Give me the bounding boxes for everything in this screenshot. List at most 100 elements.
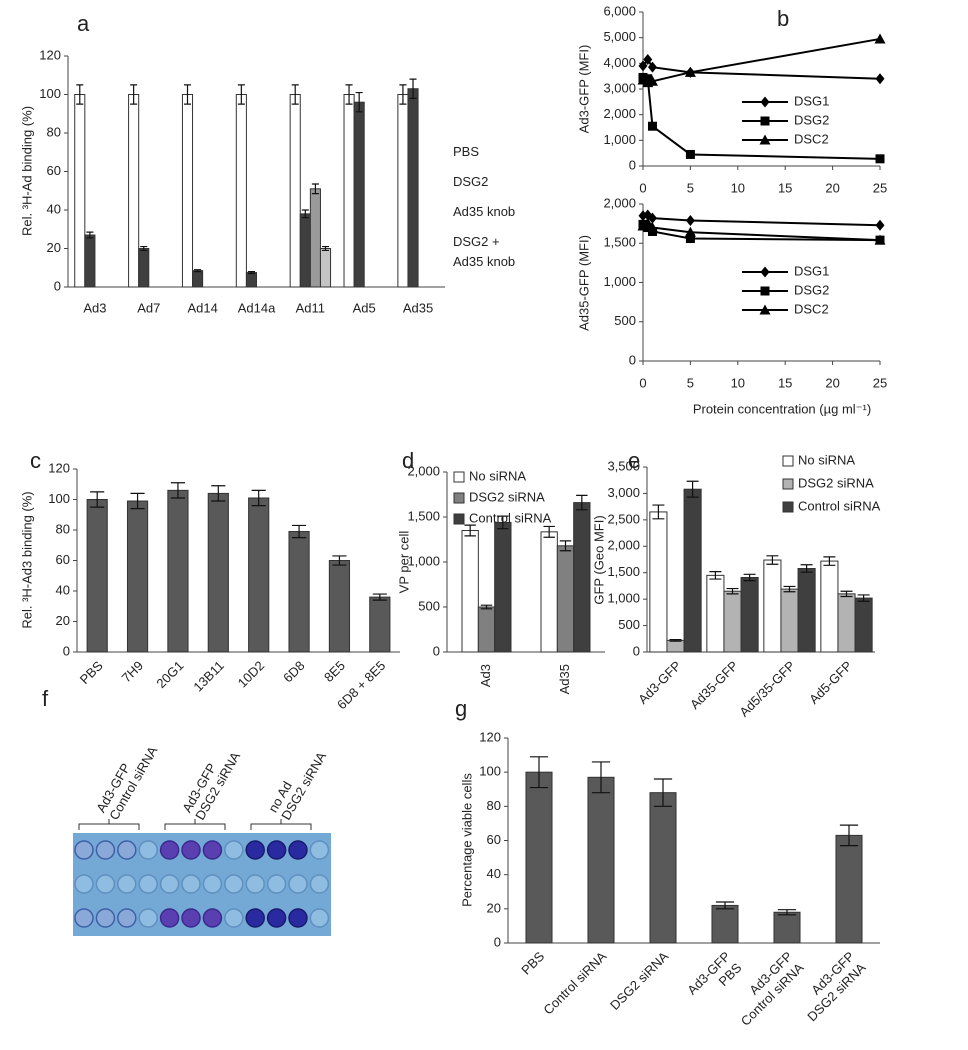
marker (760, 116, 770, 126)
well (138, 840, 158, 860)
x-tick-label: Ad3-GFPControl siRNA (727, 949, 807, 1029)
legend-label: No siRNA (798, 452, 855, 467)
error-bar (686, 480, 699, 498)
x-tick-label: Ad3-GFPPBS (685, 949, 745, 1009)
bar (248, 497, 270, 653)
x-tick-label: 20 (825, 375, 839, 390)
error-bar (194, 269, 202, 273)
error-bar (372, 593, 387, 601)
error-bar (559, 540, 572, 552)
marker (875, 154, 885, 164)
y-tick-label: 120 (48, 460, 70, 475)
x-tick-label: Ad14a (238, 300, 276, 315)
well (224, 840, 244, 860)
y-tick-label: 0 (629, 352, 636, 367)
x-tick-label: 6D8 (280, 658, 307, 685)
y-tick-label: 1,000 (407, 553, 440, 568)
y-tick-label: 80 (47, 124, 61, 139)
legend-label: DSC2 (794, 301, 829, 316)
y-tick-label: 3,500 (607, 458, 640, 473)
legend-swatch (782, 478, 794, 490)
error-bar (839, 824, 859, 847)
y-tick-label: 2,000 (603, 106, 636, 121)
y-tick-label: 1,500 (407, 508, 440, 523)
marker (684, 226, 696, 237)
error-bar (247, 271, 255, 275)
error-bar (345, 84, 353, 105)
x-tick-label: Ad3 (478, 664, 493, 687)
x-tick-label: Ad5-GFP (806, 658, 855, 707)
well (288, 840, 308, 860)
well (181, 874, 201, 894)
well (202, 908, 223, 928)
bar (319, 248, 332, 288)
bar (837, 593, 856, 653)
well (266, 874, 287, 894)
error-bar (301, 209, 309, 219)
y-tick-label: 3,000 (607, 485, 640, 500)
error-bar (409, 78, 417, 99)
bar (245, 272, 257, 288)
x-tick-label: PBS (519, 949, 548, 978)
marker (684, 66, 696, 77)
y-tick-label: 1,500 (603, 235, 636, 250)
error-bar (170, 482, 186, 499)
marker (647, 61, 657, 73)
bar (763, 559, 782, 653)
x-tick-label-line: PBS (519, 949, 548, 978)
bar (309, 188, 321, 288)
bar (235, 94, 247, 288)
well (309, 840, 330, 860)
x-tick-label: 10 (731, 375, 745, 390)
x-tick-label: Ad3-GFP (635, 658, 684, 707)
y-tick-label: 100 (39, 86, 61, 101)
x-tick-label: 25 (873, 375, 887, 390)
y-tick-label: 500 (614, 313, 636, 328)
error-bar (183, 84, 192, 105)
y-tick-label: 40 (56, 582, 70, 597)
error-bar (576, 494, 588, 511)
error-bar (311, 183, 319, 195)
bar (369, 596, 391, 653)
legend-label: DSC2 (794, 131, 829, 146)
well (245, 874, 265, 894)
bar (328, 560, 351, 653)
x-tick-label: 5 (687, 375, 694, 390)
error-bar (321, 245, 330, 252)
y-tick-label: 120 (479, 729, 501, 744)
legend-label: DSG1 (794, 93, 829, 108)
x-tick-label: 7H9 (119, 658, 146, 685)
y-tick-label: 0 (633, 643, 640, 658)
error-bar (800, 564, 813, 573)
error-bar (543, 525, 555, 538)
x-tick-label: 10D2 (235, 658, 268, 691)
series-line (642, 213, 881, 227)
bar (167, 489, 189, 653)
legend-label: DSG2 (794, 112, 829, 127)
well (288, 874, 308, 894)
y-tick-label: 40 (47, 201, 61, 216)
marker (685, 214, 695, 226)
marker (760, 266, 770, 278)
panel-label: d (402, 448, 414, 473)
y-tick-label: 80 (487, 798, 501, 813)
well (159, 840, 180, 860)
error-bar (652, 504, 665, 520)
legend-label: PBS (453, 144, 480, 159)
bar (683, 488, 702, 653)
bar (780, 588, 799, 653)
y-axis-label: Ad3-GFP (MFI) (576, 45, 591, 134)
x-tick-label: 20G1 (153, 658, 186, 691)
error-bar (237, 84, 245, 105)
panel-label: f (42, 686, 49, 711)
marker (643, 53, 653, 65)
well (309, 874, 330, 894)
marker (685, 234, 695, 244)
x-tick-label: PBS (77, 658, 106, 687)
well (181, 908, 201, 928)
marker (643, 223, 653, 233)
x-tick-label: Ad3 (83, 300, 106, 315)
legend-label: No siRNA (469, 468, 526, 483)
error-bar (529, 756, 549, 789)
